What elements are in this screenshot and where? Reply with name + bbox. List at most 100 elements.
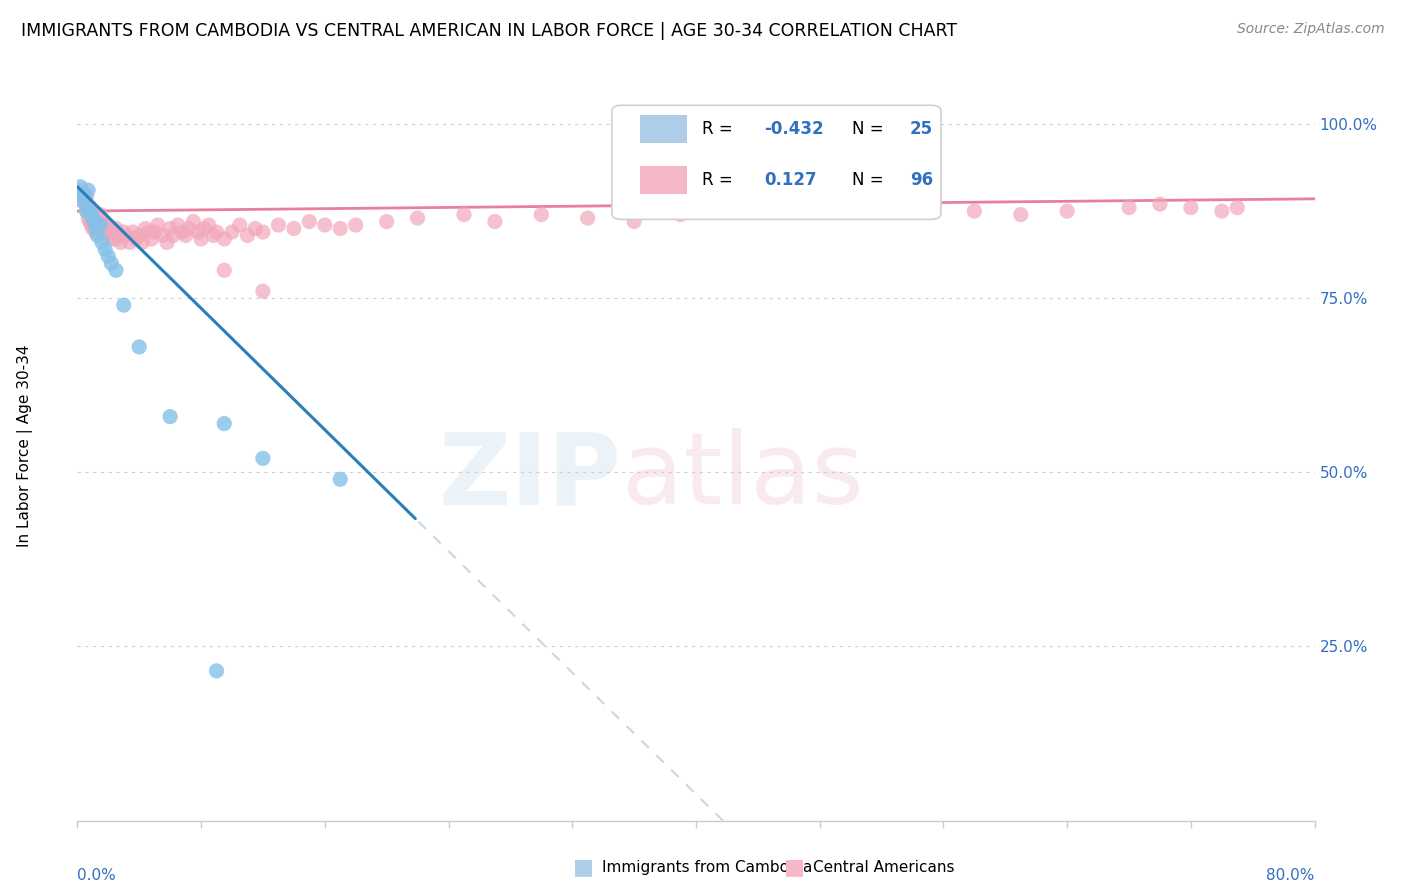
Point (90, 218, 111, 232)
Point (298, 214, 321, 228)
Point (112, 225, 135, 239)
Text: In Labor Force | Age 30-34: In Labor Force | Age 30-34 (17, 344, 34, 548)
Point (159, 221, 181, 235)
Text: N =: N = (852, 120, 889, 138)
Point (143, 225, 166, 239)
Text: ■: ■ (574, 857, 593, 877)
Point (94, 243, 117, 257)
Point (105, 263, 127, 277)
Text: Central Americans: Central Americans (813, 860, 955, 874)
Point (72, 186, 94, 201)
Point (1180, 201, 1202, 215)
Point (86, 218, 108, 232)
Text: 96: 96 (910, 171, 934, 189)
Point (375, 214, 398, 228)
Point (86, 228, 108, 243)
Point (112, 298, 135, 312)
Point (77, 211, 100, 225)
Point (115, 228, 138, 243)
Point (83, 214, 105, 228)
Point (141, 232, 163, 246)
Point (406, 211, 429, 225)
Point (1010, 208, 1032, 222)
Point (98, 228, 121, 243)
Point (80, 218, 103, 232)
Point (84, 221, 107, 235)
Point (87, 221, 110, 235)
Point (91, 235, 114, 250)
Point (110, 235, 132, 250)
FancyBboxPatch shape (640, 115, 688, 143)
Point (669, 208, 692, 222)
Point (80, 208, 103, 222)
Point (214, 263, 236, 277)
Text: -0.432: -0.432 (763, 120, 824, 138)
Point (82, 221, 104, 235)
Point (77, 201, 100, 215)
Point (105, 221, 127, 235)
Point (96, 218, 118, 232)
Point (716, 204, 738, 219)
Point (90, 218, 111, 232)
Point (75, 186, 96, 201)
Point (870, 201, 893, 215)
Point (128, 340, 150, 354)
Point (79, 208, 101, 222)
Point (236, 228, 259, 243)
Point (252, 284, 274, 298)
Text: 0.127: 0.127 (763, 171, 817, 189)
Point (152, 228, 174, 243)
Point (97, 249, 120, 263)
Point (484, 214, 506, 228)
Text: Source: ZipAtlas.com: Source: ZipAtlas.com (1237, 22, 1385, 37)
Point (214, 417, 236, 431)
Point (70, 194, 93, 208)
Point (1226, 201, 1249, 215)
Text: 25: 25 (910, 120, 934, 138)
Point (205, 225, 228, 239)
Point (76, 204, 98, 219)
Point (101, 232, 124, 246)
Text: R =: R = (702, 120, 738, 138)
Point (79, 201, 101, 215)
Point (76, 190, 98, 204)
Point (193, 221, 215, 235)
Point (172, 225, 194, 239)
Point (252, 225, 274, 239)
Text: ■: ■ (785, 857, 804, 877)
Point (91, 221, 114, 235)
Point (245, 221, 267, 235)
Point (917, 201, 939, 215)
Point (75, 190, 96, 204)
Point (138, 225, 160, 239)
Point (75, 197, 96, 211)
Point (183, 214, 205, 228)
Point (90, 208, 111, 222)
Point (963, 204, 986, 219)
Point (283, 221, 305, 235)
Point (118, 235, 141, 250)
Point (453, 208, 475, 222)
Point (762, 201, 785, 215)
Point (100, 225, 122, 239)
Point (76, 204, 98, 219)
Point (314, 218, 336, 232)
Point (131, 235, 153, 250)
Point (108, 228, 131, 243)
Point (93, 214, 115, 228)
Point (80, 204, 103, 219)
Point (72, 190, 94, 204)
Point (105, 232, 127, 246)
Text: IMMIGRANTS FROM CAMBODIA VS CENTRAL AMERICAN IN LABOR FORCE | AGE 30-34 CORRELAT: IMMIGRANTS FROM CAMBODIA VS CENTRAL AMER… (21, 22, 957, 40)
Text: ZIP: ZIP (439, 428, 621, 525)
Point (94, 225, 117, 239)
Point (174, 228, 197, 243)
Point (1211, 204, 1233, 219)
Point (82, 211, 104, 225)
Point (122, 225, 145, 239)
Point (100, 256, 122, 270)
Point (128, 228, 150, 243)
Point (70, 194, 93, 208)
Point (84, 225, 107, 239)
Point (79, 214, 101, 228)
